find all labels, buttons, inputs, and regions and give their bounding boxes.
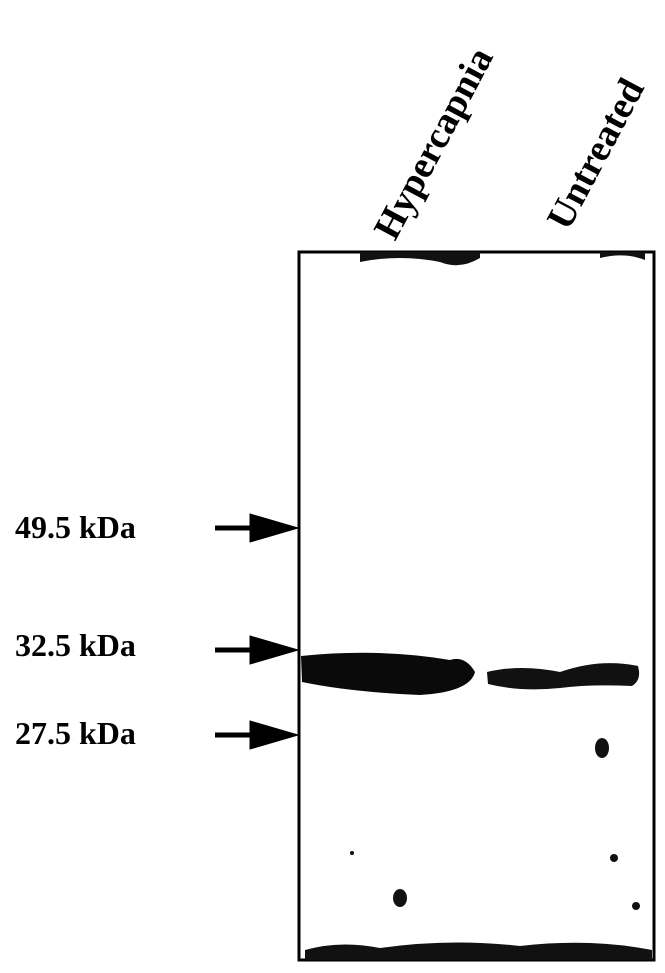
arrow-head xyxy=(250,636,298,664)
spot xyxy=(595,738,609,758)
spot xyxy=(350,851,354,855)
arrow-head xyxy=(250,721,298,749)
spot xyxy=(632,902,640,910)
lane-label: Untreated xyxy=(539,72,653,236)
arrow-head xyxy=(250,514,298,542)
spot xyxy=(393,889,407,907)
blot-figure: Hypercapnia Untreated 49.5 kDa 32.5 kDa … xyxy=(0,0,665,973)
page: Hypercapnia Untreated 49.5 kDa 32.5 kDa … xyxy=(0,0,665,973)
spot xyxy=(610,854,618,862)
lane-label: Hypercapnia xyxy=(366,41,502,247)
edge-smear xyxy=(305,942,652,960)
marker-label: 32.5 kDa xyxy=(15,627,136,663)
marker-label: 49.5 kDa xyxy=(15,509,136,545)
arrows xyxy=(215,514,298,749)
marker-label: 27.5 kDa xyxy=(15,715,136,751)
